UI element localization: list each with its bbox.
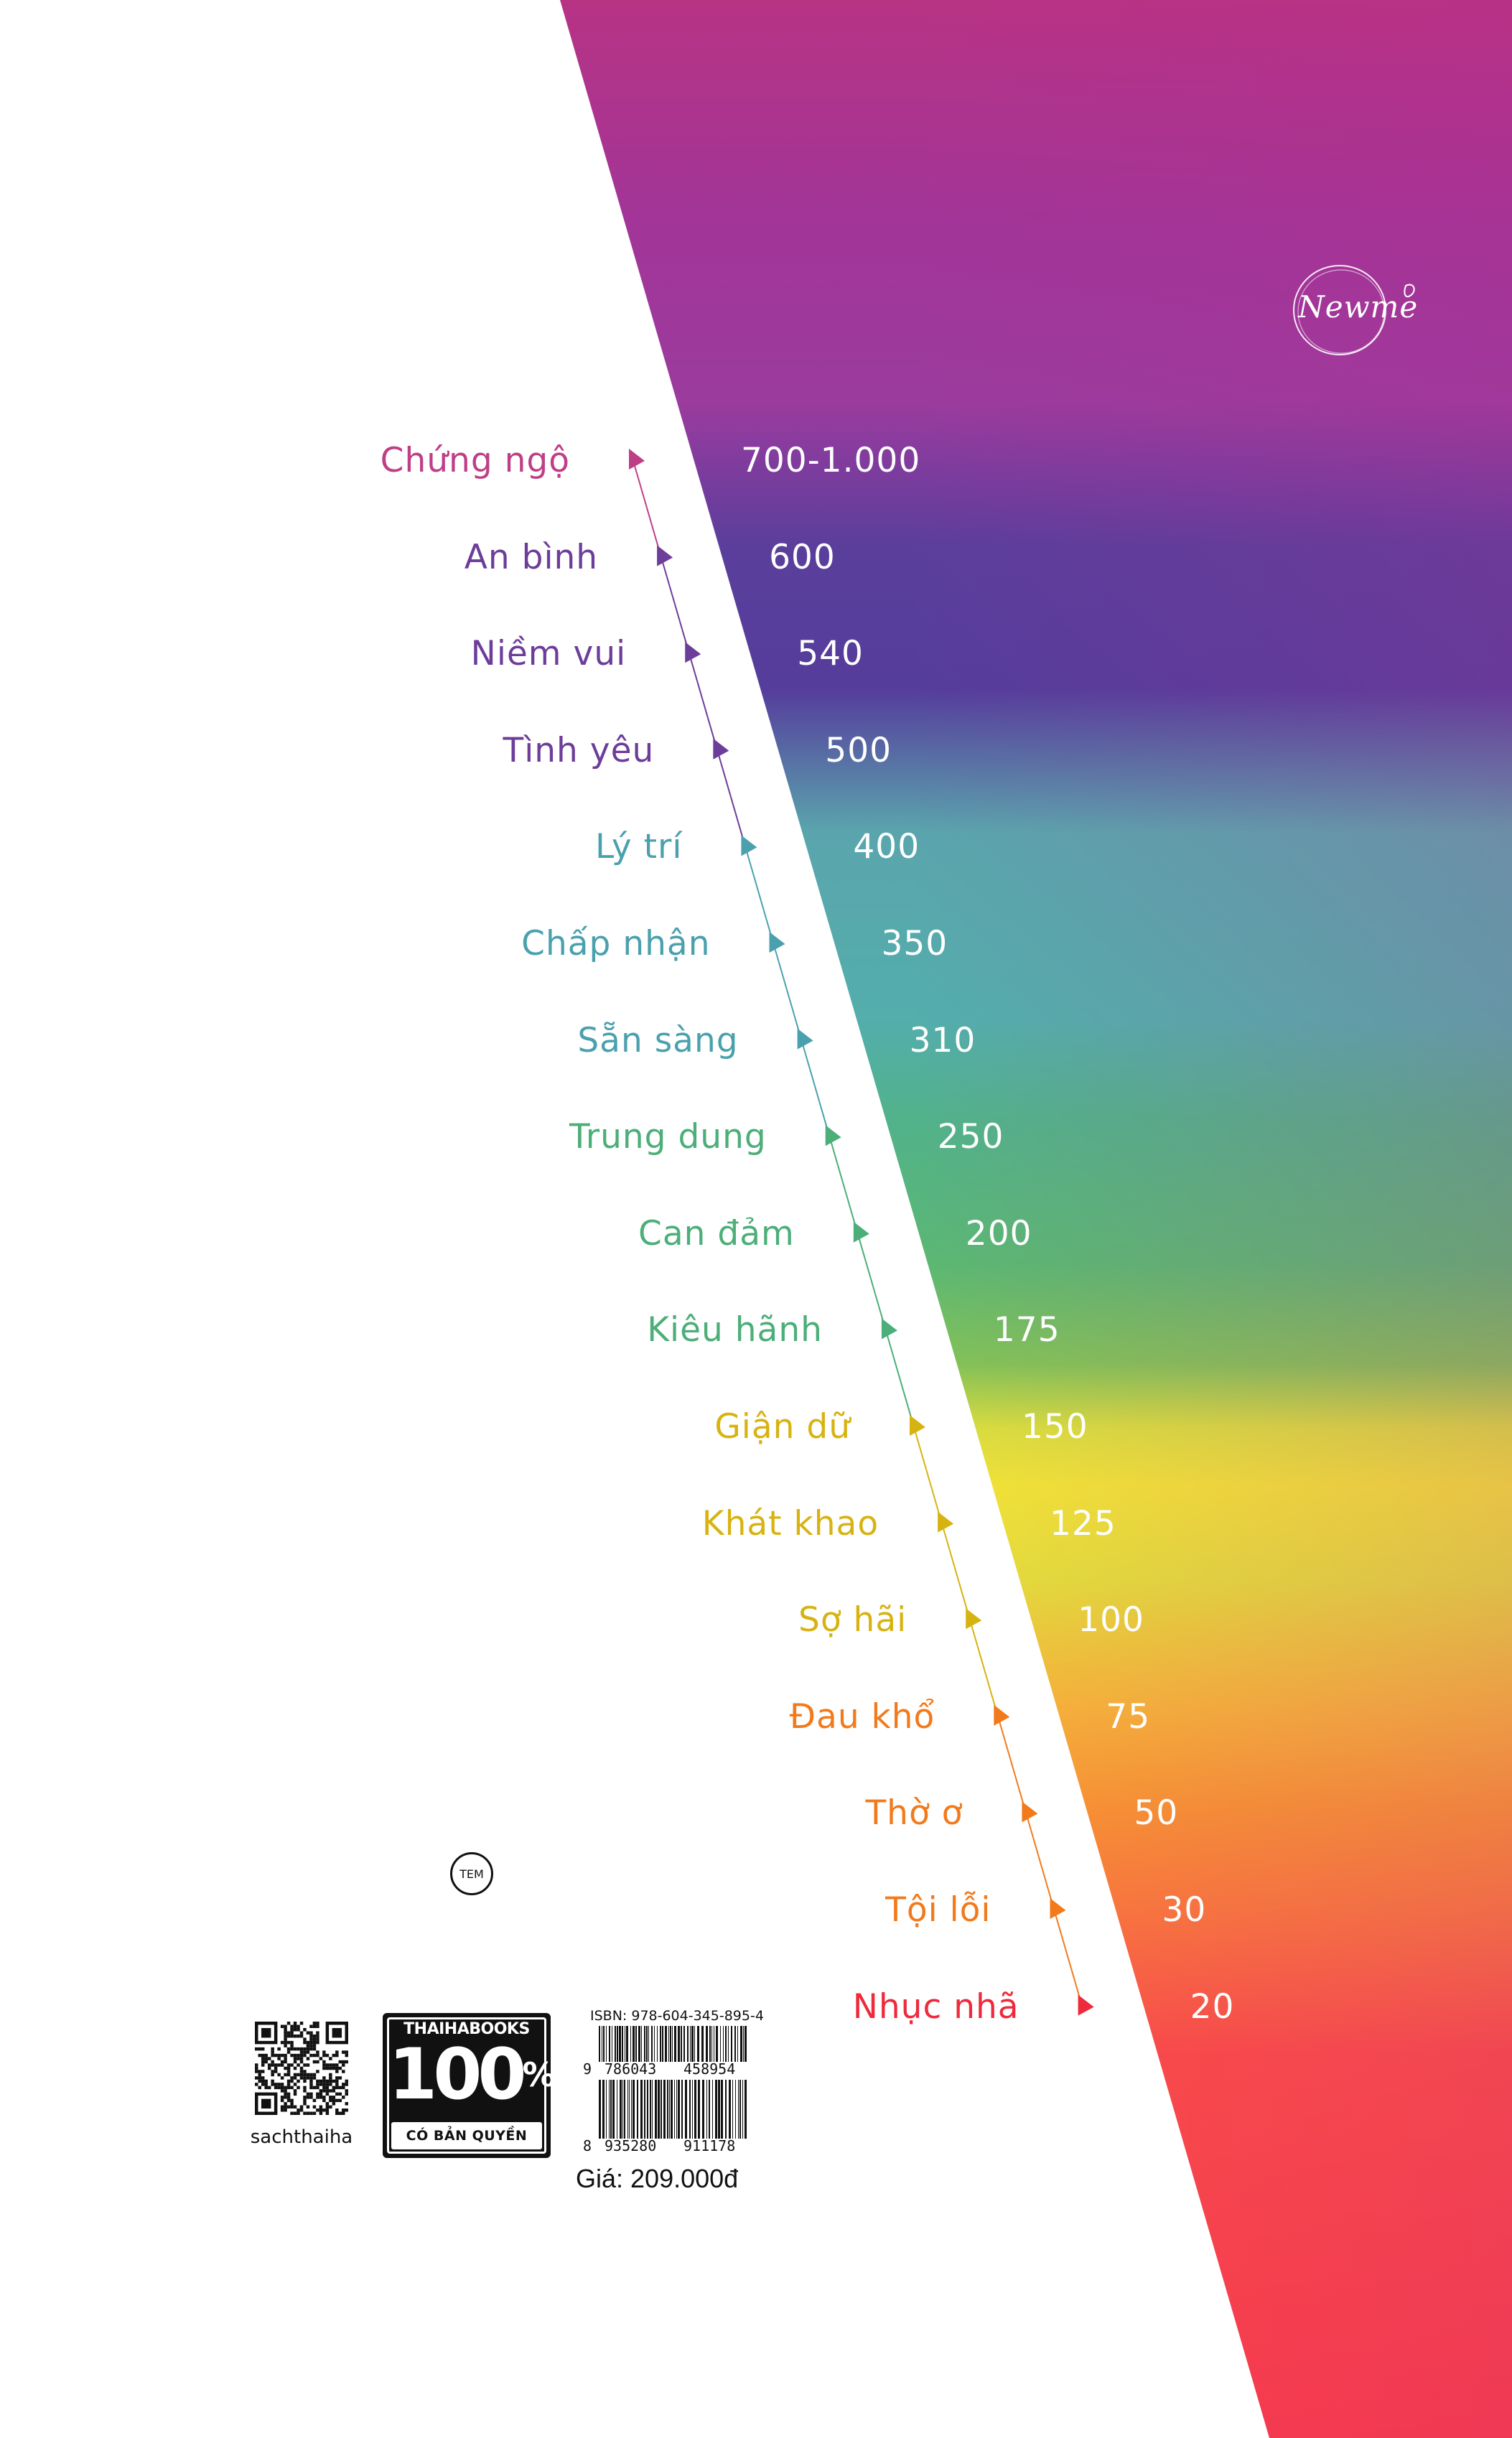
- tem-stamp: TEM: [450, 1852, 493, 1895]
- scale-emotion: An bình: [464, 537, 599, 577]
- scale-line-segment: [773, 943, 803, 1041]
- scale-line-segment: [941, 1523, 971, 1621]
- scale-line-segment: [689, 653, 719, 752]
- qr-caption: sachthaiha: [250, 2126, 353, 2148]
- scale-value: 700-1.000: [741, 441, 921, 480]
- scale-value: 350: [881, 924, 948, 963]
- scale-emotion: Khát khao: [701, 1503, 879, 1543]
- scale-marker: [1078, 1994, 1094, 2016]
- scale-marker: [1050, 1898, 1066, 1919]
- scale-line-segment: [829, 1136, 859, 1235]
- scale-marker: [825, 1125, 841, 1146]
- scale-emotion: Nhục nhã: [852, 1986, 1019, 2027]
- scale-line-segment: [997, 1717, 1027, 1814]
- scale-emotion: Trung dung: [569, 1117, 767, 1157]
- scale-marker: [1022, 1801, 1038, 1823]
- isbn-barcode: 9 786043 458954: [583, 2026, 750, 2078]
- scale-value: 100: [1078, 1600, 1144, 1640]
- scale-line-segment: [857, 1233, 887, 1331]
- newme-logo-icon: [1284, 260, 1420, 360]
- scale-emotion: Chứng ngộ: [380, 441, 570, 480]
- scale-marker: [797, 1028, 813, 1050]
- scale-emotion: Lý trí: [594, 827, 683, 867]
- scale-emotion: Đau khổ: [789, 1696, 935, 1737]
- scale-line-segment: [633, 460, 663, 558]
- badge-subtitle: CÓ BẢN QUYỀN: [406, 2128, 528, 2144]
- scale-marker: [685, 642, 701, 663]
- scale-value: 175: [993, 1310, 1060, 1350]
- scale-value: 20: [1190, 1986, 1235, 2027]
- scale-value: 310: [909, 1020, 976, 1060]
- scale-line-segment: [661, 557, 691, 655]
- scale-emotion: Tình yêu: [503, 730, 655, 770]
- scale-marker: [966, 1608, 982, 1630]
- badge-brand: THAIHABOOKS: [403, 2020, 530, 2038]
- scale-emotion: Sợ hãi: [798, 1600, 907, 1640]
- isbn-label: ISBN: 978-604-345-895-4: [590, 2008, 764, 2024]
- scale-marker: [657, 545, 673, 566]
- scale-line-segment: [969, 1620, 999, 1718]
- scale-marker: [994, 1704, 1010, 1726]
- scale-value: 600: [769, 537, 836, 577]
- scale-value: 150: [1022, 1407, 1088, 1447]
- scale-marker: [938, 1511, 954, 1533]
- scale-emotion: Can đảm: [638, 1213, 795, 1253]
- scale-line-segment: [885, 1330, 915, 1428]
- scale-value: 540: [797, 634, 864, 674]
- scale-line-segment: [717, 750, 747, 848]
- scale-line-segment: [1053, 1910, 1083, 2007]
- scale-emotion: Giận dữ: [714, 1407, 851, 1447]
- scale-marker: [629, 449, 645, 470]
- scale-value: 125: [1050, 1503, 1116, 1543]
- scale-marker: [853, 1221, 869, 1243]
- scale-value: 75: [1106, 1696, 1151, 1737]
- newme-logo-text: Newme: [1298, 289, 1419, 324]
- scale-value: 50: [1134, 1793, 1179, 1834]
- scale-emotion: Thờ ơ: [865, 1793, 963, 1834]
- scale-value: 400: [853, 827, 920, 867]
- scale-marker: [713, 738, 729, 760]
- scale-emotion: Niềm vui: [470, 634, 627, 674]
- price-label: Giá: 209.000đ: [576, 2164, 739, 2193]
- scale-value: 500: [825, 730, 892, 770]
- scale-marker: [769, 932, 785, 953]
- scale-value: 200: [965, 1213, 1032, 1253]
- scale-value: 30: [1162, 1890, 1207, 1930]
- scale-line-segment: [801, 1040, 831, 1138]
- qr-code-icon: [255, 2022, 348, 2115]
- scale-marker: [881, 1318, 897, 1340]
- scale-marker: [910, 1415, 925, 1436]
- scale-value: 250: [937, 1117, 1004, 1157]
- scale-emotion: Kiêu hãnh: [647, 1310, 823, 1350]
- copyright-badge: THAIHABOOKS 100% CÓ BẢN QUYỀN: [383, 2013, 556, 2158]
- product-barcode: 8 935280 911178: [583, 2080, 750, 2154]
- scale-marker: [741, 835, 757, 856]
- scale-line-segment: [745, 847, 775, 945]
- badge-number: 100%: [388, 2034, 556, 2116]
- scale-line-segment: [1025, 1813, 1055, 1911]
- scale-emotion: Chấp nhận: [521, 924, 711, 963]
- scale-emotion: Tội lỗi: [885, 1890, 991, 1930]
- scale-emotion: Sẵn sàng: [577, 1020, 739, 1060]
- scale-line-segment: [913, 1426, 943, 1524]
